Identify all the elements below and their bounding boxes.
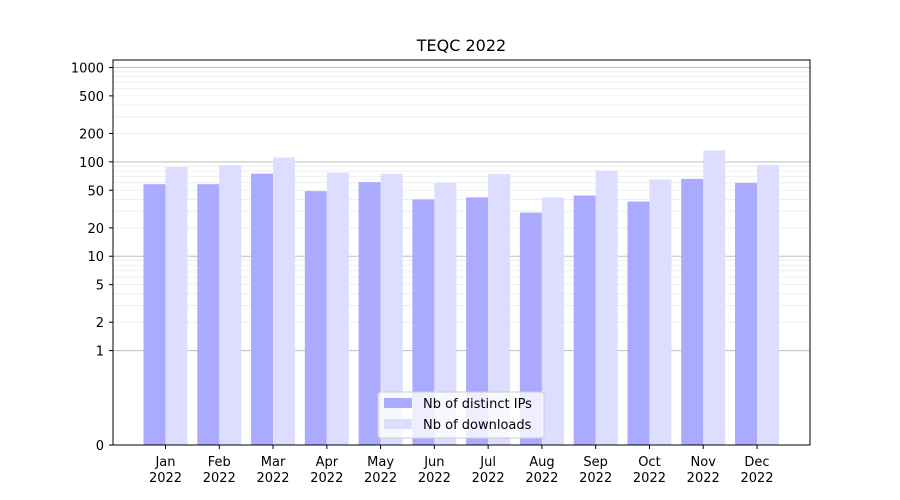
y-axis: 0 1 2 5 10 20 50 100 200 500 1000 — [71, 61, 113, 454]
x-tick-label: Dec — [744, 455, 769, 470]
x-tick-label: 2022 — [149, 471, 182, 486]
x-tick-label: 2022 — [203, 471, 236, 486]
x-tick-label: 2022 — [310, 471, 343, 486]
bar-ips — [251, 173, 274, 446]
bar-ips — [412, 199, 435, 445]
x-tick-label: 2022 — [364, 471, 397, 486]
y-tick-label: 5 — [96, 279, 104, 294]
bar-downloads — [488, 174, 511, 445]
bar-ips — [304, 191, 327, 445]
x-tick-label: Apr — [316, 455, 339, 470]
y-tick-label: 200 — [79, 127, 104, 142]
bar-ips — [519, 212, 542, 445]
x-tick-label: 2022 — [687, 471, 720, 486]
x-tick-label: 2022 — [525, 471, 558, 486]
y-tick-label: 2 — [96, 316, 104, 331]
x-tick-label: May — [367, 455, 394, 470]
bar-ips — [358, 182, 381, 445]
y-tick-label: 0 — [96, 439, 104, 454]
x-tick-label: Aug — [529, 455, 554, 470]
bar-ips — [466, 197, 489, 445]
legend-swatch — [384, 419, 412, 429]
bar-downloads — [380, 173, 403, 446]
x-tick-label: Jan — [154, 455, 175, 470]
bar-downloads — [703, 150, 726, 445]
bar-downloads — [219, 165, 242, 445]
legend-label: Nb of downloads — [423, 418, 532, 433]
x-axis: Jan2022Feb2022Mar2022Apr2022May2022Jun20… — [149, 445, 774, 486]
x-tick-label: Jul — [479, 455, 496, 470]
x-tick-label: 2022 — [740, 471, 773, 486]
x-tick-label: Sep — [583, 455, 608, 470]
x-tick-label: Oct — [638, 455, 660, 470]
x-tick-label: Nov — [691, 455, 717, 470]
bar-downloads — [649, 179, 672, 445]
x-tick-label: Mar — [261, 455, 286, 470]
legend: Nb of distinct IPs Nb of downloads — [377, 391, 545, 439]
y-tick-label: 10 — [87, 250, 104, 265]
bar-ips — [143, 184, 166, 445]
bar-ips — [681, 178, 704, 445]
bar-downloads — [541, 197, 564, 445]
bar-downloads — [326, 172, 349, 445]
legend-box — [377, 391, 545, 439]
plot-frame — [112, 59, 811, 446]
chart-title: TEQC 2022 — [416, 36, 506, 55]
x-tick-label: 2022 — [418, 471, 451, 486]
y-tick-label: 20 — [87, 222, 104, 237]
bar-ips — [735, 182, 757, 445]
x-tick-label: Feb — [208, 455, 231, 470]
legend-swatch — [384, 398, 412, 408]
bar-downloads — [434, 182, 457, 445]
x-tick-label: Jun — [423, 455, 444, 470]
bar-downloads — [273, 157, 296, 446]
bar-ips — [573, 195, 596, 445]
y-tick-label: 1 — [96, 345, 104, 360]
x-tick-label: 2022 — [633, 471, 666, 486]
y-tick-label: 100 — [79, 156, 104, 171]
bars — [143, 150, 779, 446]
y-tick-label: 500 — [79, 90, 104, 105]
x-tick-label: 2022 — [579, 471, 612, 486]
bar-downloads — [165, 167, 188, 445]
bar-downloads — [757, 164, 779, 445]
x-tick-label: 2022 — [256, 471, 289, 486]
bar-ips — [627, 201, 650, 445]
y-tick-label: 1000 — [71, 61, 104, 76]
bar-downloads — [595, 170, 618, 445]
legend-label: Nb of distinct IPs — [423, 397, 532, 412]
x-tick-label: 2022 — [472, 471, 505, 486]
y-tick-label: 50 — [87, 184, 104, 199]
bar-ips — [197, 184, 220, 445]
